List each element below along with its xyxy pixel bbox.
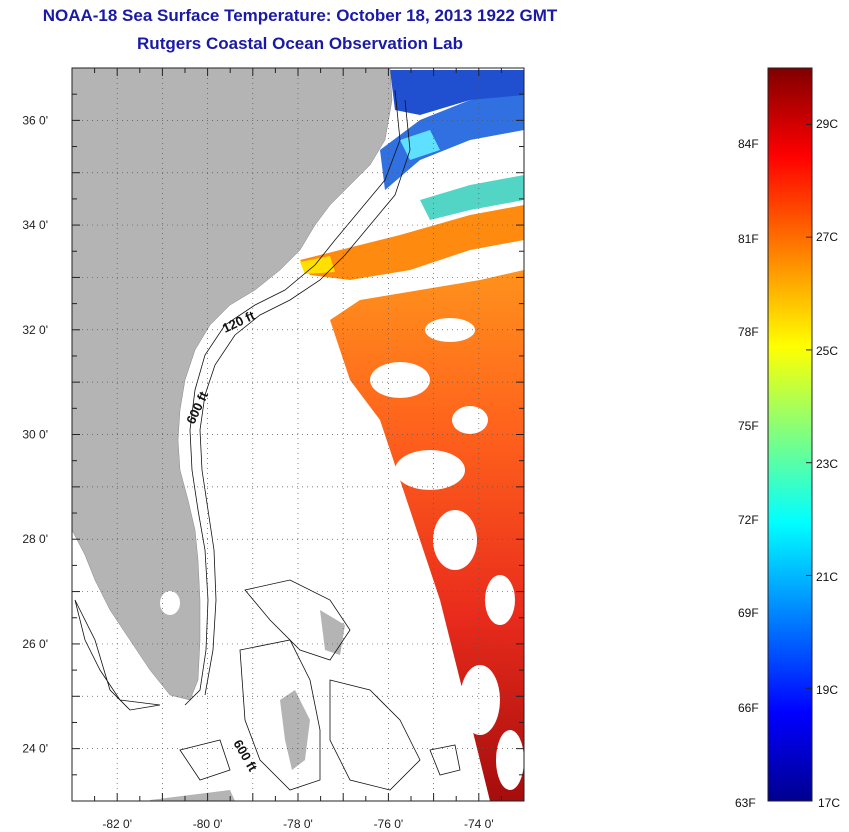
chart-subtitle: Rutgers Coastal Ocean Observation Lab xyxy=(137,34,463,53)
lon-tick-label: -82 0' xyxy=(102,817,132,831)
bathymetry-contours xyxy=(74,89,461,791)
land-bahamas xyxy=(150,610,345,801)
colorbar-label-f-84: 84F xyxy=(738,137,759,151)
lat-tick-label: 32 0' xyxy=(22,323,48,337)
colorbar-label-c-21: 21C xyxy=(816,570,839,584)
colorbar-label-f-63: 63F xyxy=(735,796,756,810)
colorbar-label-c-25: 25C xyxy=(816,344,839,358)
chart-title: NOAA-18 Sea Surface Temperature: October… xyxy=(42,6,558,25)
colorbar-label-c-29: 29C xyxy=(816,117,839,131)
colorbar-ticks xyxy=(806,123,812,689)
colorbar-label-c-27: 27C xyxy=(816,230,839,244)
colorbar-label-f-69: 69F xyxy=(738,606,759,620)
lon-tick-label: -80 0' xyxy=(193,817,223,831)
colorbar xyxy=(767,67,813,802)
sst-swath-north xyxy=(300,205,524,280)
lat-tick-label: 24 0' xyxy=(22,742,48,756)
colorbar-label-f-78: 78F xyxy=(738,325,759,339)
lon-tick-label: -74 0' xyxy=(464,817,494,831)
map-axis-ticks: -82 0' -80 0' -78 0' -76 0' -74 0' 36 0' 34 0'… xyxy=(22,67,525,831)
colorbar-label-f-75: 75F xyxy=(738,419,759,433)
lon-tick-label: -76 0' xyxy=(374,817,404,831)
lat-tick-label: 28 0' xyxy=(22,532,48,546)
colorbar-label-c-19: 19C xyxy=(816,683,839,697)
colorbar-label-f-72: 72F xyxy=(738,513,759,527)
colorbar-label-f-66: 66F xyxy=(738,701,759,715)
lon-tick-label: -78 0' xyxy=(283,817,313,831)
lat-tick-label: 26 0' xyxy=(22,637,48,651)
land-mainland xyxy=(72,68,393,701)
map-gridlines xyxy=(72,68,524,801)
lat-tick-label: 34 0' xyxy=(22,218,48,232)
lat-tick-label: 30 0' xyxy=(22,428,48,442)
colorbar-label-f-81: 81F xyxy=(738,232,759,246)
lat-tick-label: 36 0' xyxy=(22,113,48,127)
colorbar-label-c-17: 17C xyxy=(818,796,841,810)
colorbar-label-c-23: 23C xyxy=(816,457,839,471)
